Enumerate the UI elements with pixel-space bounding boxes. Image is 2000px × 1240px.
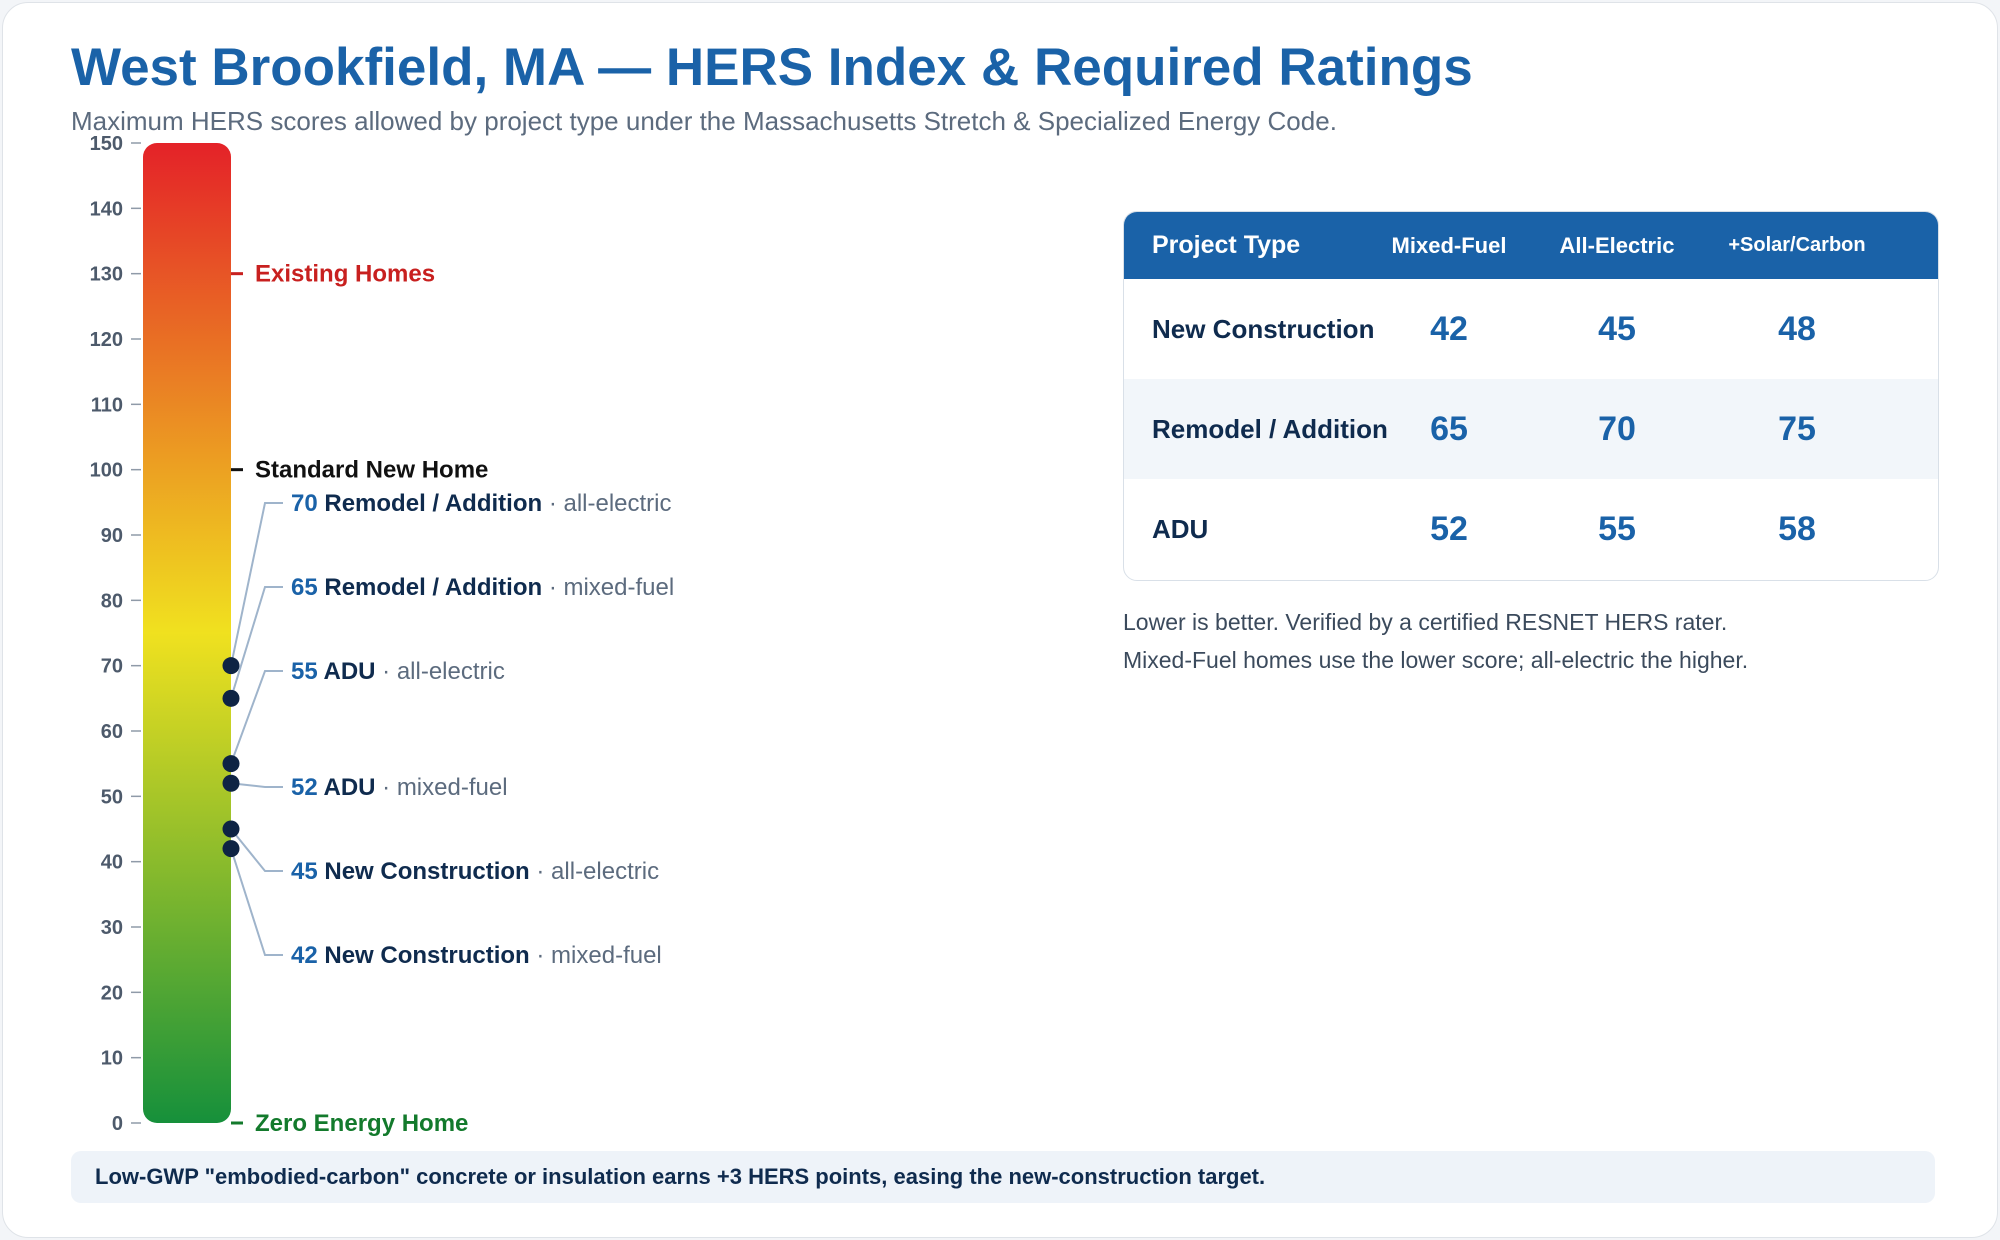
point-name: New Construction (324, 858, 536, 885)
y-tick-label: 10 (101, 1048, 123, 1070)
y-tick-label: 20 (101, 982, 123, 1004)
y-tick-label: 140 (90, 198, 123, 220)
leader-line (230, 502, 283, 666)
header-all-electric: All-Electric (1559, 232, 1675, 258)
footer-text: Low-GWP "embodied-carbon" concrete or in… (95, 1164, 1266, 1189)
point-value: 45 (291, 858, 324, 885)
reference-label: Existing Homes (255, 261, 435, 288)
data-point (222, 657, 240, 675)
row-type: ADU (1152, 513, 1209, 544)
header-mixed-fuel: Mixed-Fuel (1391, 232, 1507, 258)
point-name: ADU (323, 658, 382, 685)
point-value: 42 (291, 942, 324, 969)
row-all-electric: 55 (1598, 509, 1636, 548)
page-subtitle: Maximum HERS scores allowed by project t… (71, 106, 1337, 136)
point-value: 55 (291, 658, 323, 685)
row-solar-carbon: 75 (1778, 409, 1816, 448)
row-all-electric: 45 (1598, 309, 1636, 348)
data-point (222, 689, 240, 707)
point-fuel: · all-electric (536, 858, 659, 885)
point-label: 70 Remodel / Addition · all-electric (291, 490, 672, 517)
y-tick-label: 50 (101, 786, 123, 808)
point-label: 42 New Construction · mixed-fuel (291, 942, 662, 969)
point-label: 65 Remodel / Addition · mixed-fuel (291, 574, 674, 601)
point-value: 70 (291, 490, 324, 517)
leader-line (230, 670, 283, 765)
point-fuel: · mixed-fuel (549, 574, 674, 601)
table-row: ADU 52 55 58 (1124, 479, 1938, 579)
data-point (222, 774, 240, 792)
header-project-type: Project Type (1152, 231, 1301, 259)
leader-line (230, 782, 283, 788)
point-name: New Construction (324, 942, 536, 969)
y-tick-label: 70 (101, 656, 123, 678)
row-type: New Construction (1152, 313, 1375, 344)
point-name: Remodel / Addition (324, 490, 548, 517)
header-solar-carbon: +Solar/Carbon (1728, 234, 1866, 256)
point-label: 55 ADU · all-electric (291, 658, 505, 685)
data-point (222, 755, 240, 773)
page-title: West Brookfield, MA — HERS Index & Requi… (71, 38, 1473, 97)
point-label: 52 ADU · mixed-fuel (291, 774, 508, 801)
y-tick-label: 130 (90, 264, 123, 286)
y-tick-label: 0 (112, 1113, 123, 1135)
leader-line (230, 848, 283, 956)
point-fuel: · all-electric (382, 658, 505, 685)
row-mixed-fuel: 52 (1430, 509, 1468, 548)
note-mixed-fuel: Mixed-Fuel homes use the lower score; al… (1123, 647, 1749, 673)
y-tick-label: 40 (101, 852, 123, 874)
y-tick-label: 90 (101, 525, 123, 547)
y-tick-label: 150 (90, 133, 123, 155)
hers-gradient-bar (143, 143, 231, 1123)
data-point (222, 840, 240, 858)
row-mixed-fuel: 65 (1430, 409, 1468, 448)
reference-label: Zero Energy Home (255, 1110, 468, 1137)
y-tick-label: 30 (101, 917, 123, 939)
hers-scale-chart: 0 10 20 30 40 50 60 70 80 90 100 110 120 130 140 150 Ex… (90, 133, 675, 1137)
reference-marks: Existing Homes Standard New Home Zero Ener… (231, 261, 488, 1137)
y-tick-label: 110 (91, 394, 123, 416)
y-tick-label: 100 (90, 460, 123, 482)
table-row: New Construction 42 45 48 (1124, 279, 1938, 379)
ratings-table: Project Type Mixed-Fuel All-Electric +So… (1123, 211, 1939, 581)
point-fuel: · all-electric (549, 490, 672, 517)
point-name: ADU (323, 774, 382, 801)
point-value: 65 (291, 574, 324, 601)
footer-callout: Low-GWP "embodied-carbon" concrete or in… (71, 1151, 1935, 1203)
y-tick-label: 80 (101, 590, 123, 612)
point-fuel: · mixed-fuel (382, 774, 507, 801)
table-header: Project Type Mixed-Fuel All-Electric +So… (1124, 212, 1938, 279)
row-solar-carbon: 48 (1778, 309, 1816, 348)
note-lower-is-better: Lower is better. Verified by a certified… (1123, 609, 1728, 635)
point-fuel: · mixed-fuel (536, 942, 661, 969)
row-type: Remodel / Addition (1152, 413, 1388, 444)
annotations: 70 Remodel / Addition · all-electric 65 R… (222, 490, 674, 969)
reference-label: Standard New Home (255, 457, 488, 484)
data-point (222, 820, 240, 838)
point-value: 52 (291, 774, 323, 801)
y-tick-label: 60 (101, 721, 123, 743)
leader-line (230, 586, 283, 699)
leader-line (230, 828, 283, 872)
table-row: Remodel / Addition 65 70 75 (1124, 379, 1938, 479)
y-axis: 0 10 20 30 40 50 60 70 80 90 100 110 120 130 140 150 (90, 133, 141, 1135)
row-all-electric: 70 (1598, 409, 1636, 448)
point-label: 45 New Construction · all-electric (291, 858, 659, 885)
y-tick-label: 120 (90, 329, 123, 351)
point-name: Remodel / Addition (324, 574, 548, 601)
row-mixed-fuel: 42 (1430, 309, 1468, 348)
row-solar-carbon: 58 (1778, 509, 1816, 548)
